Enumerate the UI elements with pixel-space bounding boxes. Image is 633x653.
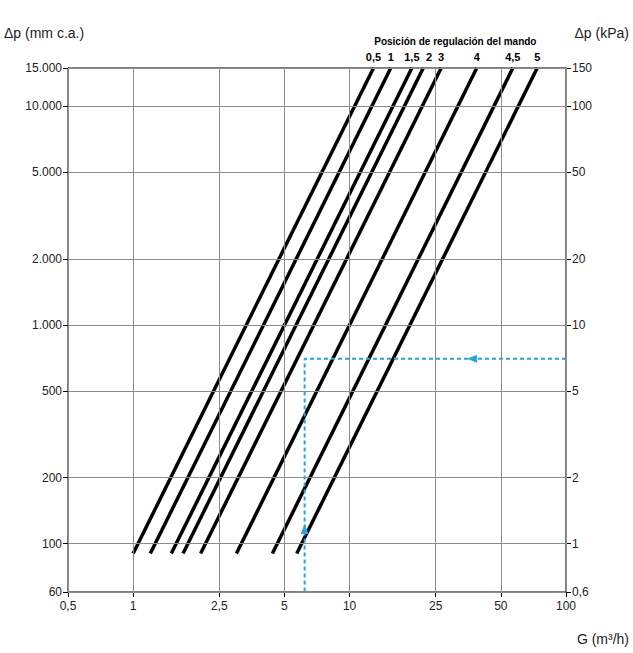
svg-text:4,5: 4,5 [505, 51, 520, 63]
svg-text:4: 4 [474, 51, 481, 63]
svg-text:1,5: 1,5 [404, 51, 419, 63]
svg-text:25: 25 [429, 599, 443, 613]
svg-text:2,5: 2,5 [211, 599, 228, 613]
svg-text:0,5: 0,5 [60, 599, 77, 613]
svg-text:60: 60 [49, 585, 63, 599]
svg-text:100: 100 [42, 537, 62, 551]
svg-text:150: 150 [572, 61, 592, 75]
svg-text:50: 50 [494, 599, 508, 613]
svg-text:15.000: 15.000 [25, 61, 62, 75]
svg-text:2: 2 [426, 51, 432, 63]
svg-text:3: 3 [438, 51, 444, 63]
svg-text:1: 1 [388, 51, 394, 63]
svg-text:5: 5 [572, 384, 579, 398]
svg-text:5: 5 [534, 51, 540, 63]
svg-text:10.000: 10.000 [25, 99, 62, 113]
svg-text:20: 20 [572, 252, 586, 266]
svg-text:Δp (mm c.a.): Δp (mm c.a.) [4, 25, 84, 41]
svg-text:100: 100 [572, 99, 592, 113]
svg-text:2.000: 2.000 [32, 252, 62, 266]
svg-text:1.000: 1.000 [32, 318, 62, 332]
svg-text:500: 500 [42, 384, 62, 398]
svg-text:10: 10 [572, 318, 586, 332]
svg-text:100: 100 [556, 599, 576, 613]
svg-text:G (m³/h): G (m³/h) [577, 631, 629, 647]
svg-text:1: 1 [130, 599, 137, 613]
svg-text:Δp (kPa): Δp (kPa) [575, 25, 629, 41]
svg-text:200: 200 [42, 471, 62, 485]
svg-text:5.000: 5.000 [32, 165, 62, 179]
svg-text:1: 1 [572, 537, 579, 551]
svg-text:5: 5 [281, 599, 288, 613]
svg-text:50: 50 [572, 165, 586, 179]
svg-text:2: 2 [572, 471, 579, 485]
svg-text:Posición de regulación del man: Posición de regulación del mando [374, 36, 536, 47]
svg-text:0,5: 0,5 [366, 51, 381, 63]
svg-text:0,6: 0,6 [572, 585, 589, 599]
svg-text:10: 10 [343, 599, 357, 613]
